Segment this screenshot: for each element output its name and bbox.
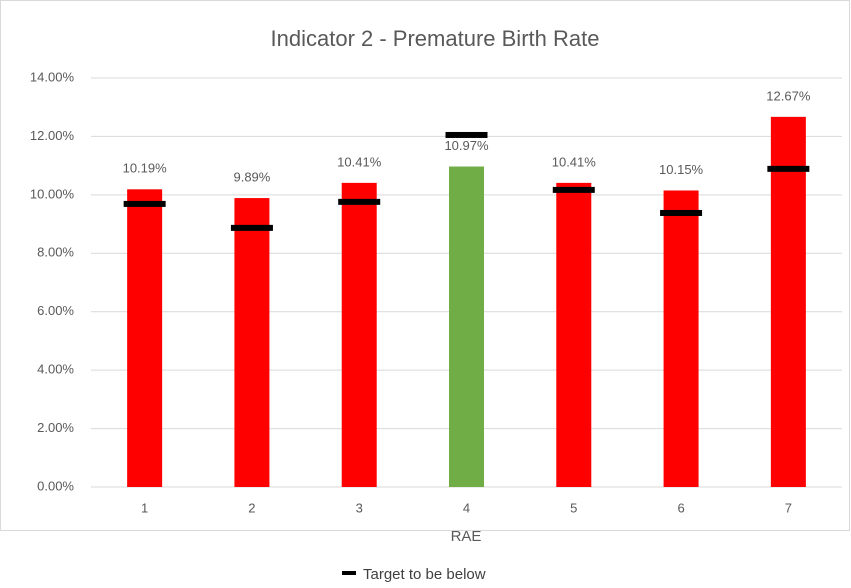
y-tick-label: 4.00% bbox=[37, 362, 74, 377]
bar bbox=[556, 182, 592, 488]
bar bbox=[449, 166, 484, 487]
target-marker bbox=[230, 224, 273, 231]
data-label: 10.97% bbox=[444, 138, 489, 153]
data-label: 10.41% bbox=[552, 154, 597, 169]
data-label: 10.15% bbox=[659, 162, 704, 177]
target-marker bbox=[660, 209, 703, 216]
bar bbox=[127, 189, 163, 487]
target-marker bbox=[445, 131, 488, 138]
y-tick-label: 10.00% bbox=[30, 186, 75, 201]
legend-label: Target to be below bbox=[363, 566, 486, 583]
x-tick-label: 6 bbox=[677, 500, 684, 515]
bar bbox=[663, 190, 699, 487]
y-tick-label: 6.00% bbox=[37, 303, 74, 318]
x-tick-label: 5 bbox=[570, 500, 577, 515]
bar bbox=[341, 182, 377, 488]
target-marker bbox=[123, 200, 166, 207]
chart-title: Indicator 2 - Premature Birth Rate bbox=[271, 26, 600, 51]
x-tick-label: 1 bbox=[141, 500, 148, 515]
target-marker bbox=[767, 165, 810, 172]
target-marker bbox=[338, 198, 381, 205]
x-tick-label: 3 bbox=[356, 500, 363, 515]
y-tick-label: 2.00% bbox=[37, 420, 74, 435]
data-label: 10.19% bbox=[123, 161, 168, 176]
legend-swatch bbox=[342, 571, 356, 575]
y-tick-label: 12.00% bbox=[30, 128, 75, 143]
x-axis-label: RAE bbox=[451, 528, 482, 545]
data-label: 12.67% bbox=[766, 88, 811, 103]
x-tick-label: 2 bbox=[248, 500, 255, 515]
y-tick-label: 8.00% bbox=[37, 245, 74, 260]
data-label: 10.41% bbox=[337, 154, 382, 169]
x-tick-label: 7 bbox=[785, 500, 792, 515]
bar bbox=[770, 116, 806, 487]
bar bbox=[234, 198, 270, 487]
data-label: 9.89% bbox=[233, 170, 270, 185]
y-tick-label: 0.00% bbox=[37, 478, 74, 493]
y-tick-label: 14.00% bbox=[30, 69, 75, 84]
target-marker bbox=[552, 186, 595, 193]
x-tick-label: 4 bbox=[463, 500, 470, 515]
